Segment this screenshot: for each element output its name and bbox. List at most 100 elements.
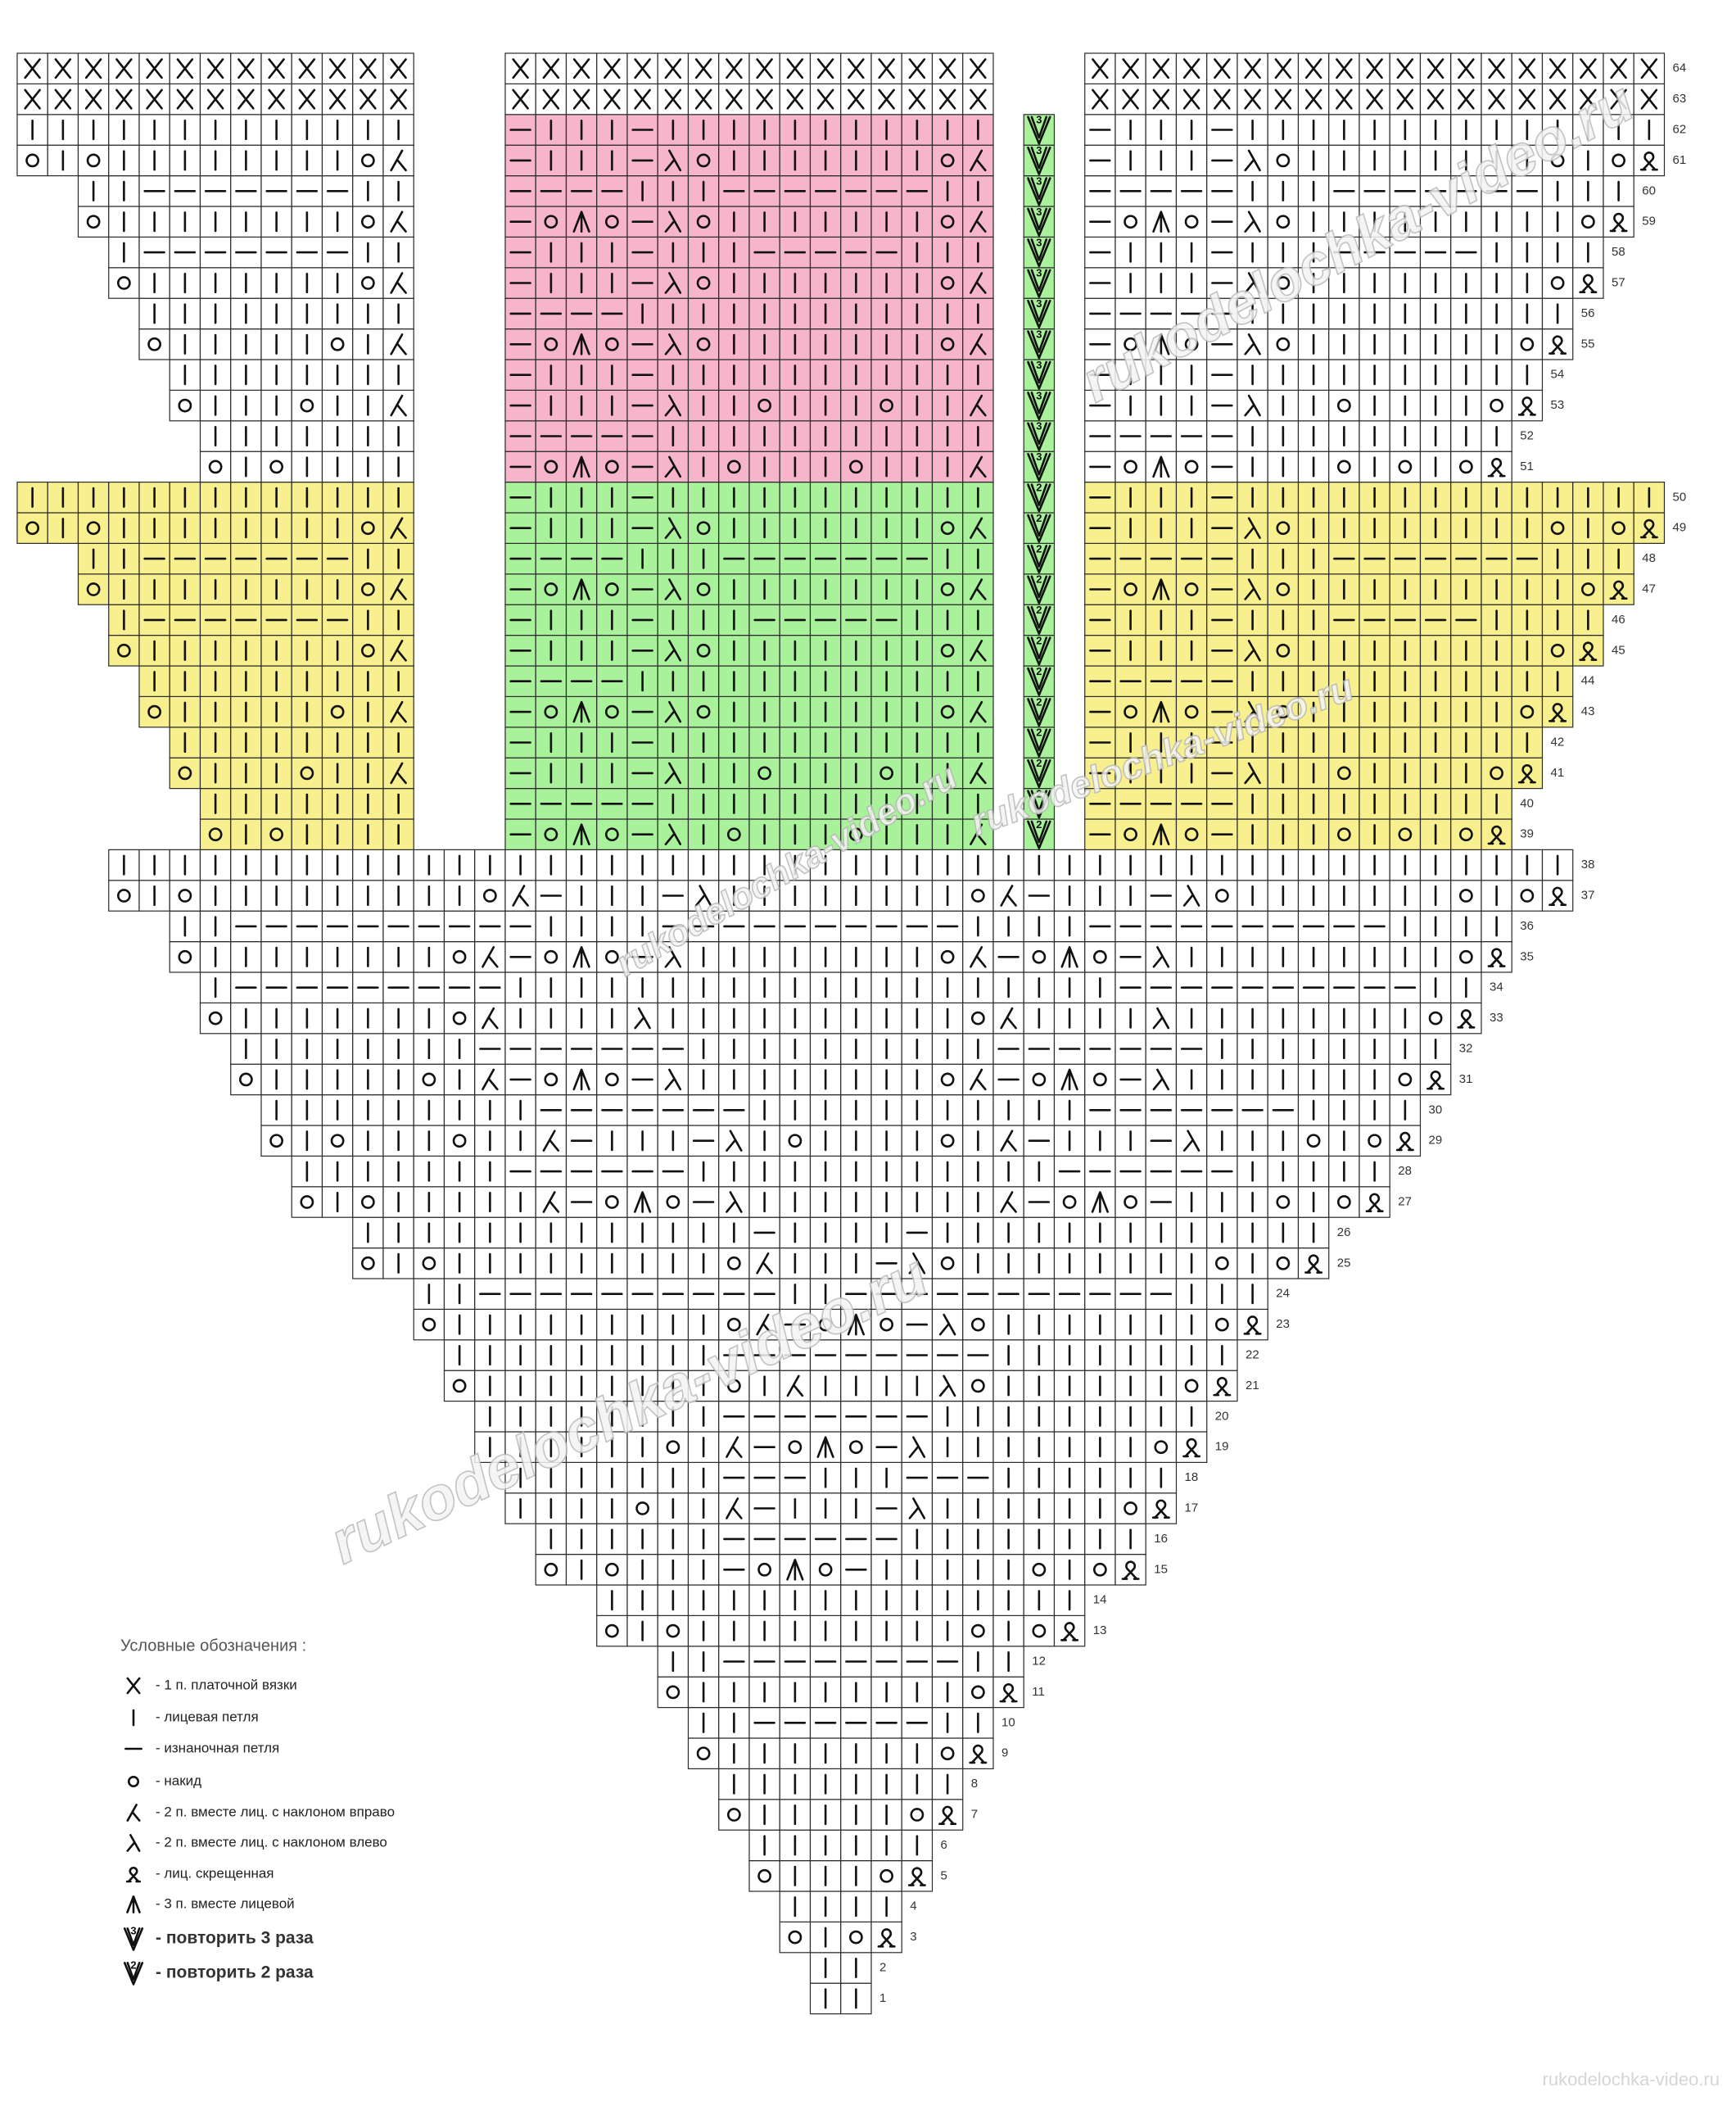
- stitch-cell: [687, 573, 720, 605]
- yarn-over: [1306, 1134, 1321, 1148]
- k2tog-left: [726, 1191, 743, 1213]
- stitch-cell: [413, 1247, 445, 1279]
- row-number: 44: [1581, 674, 1595, 688]
- yarn-over: [1123, 1195, 1138, 1209]
- stitch-cell: [718, 1247, 750, 1279]
- stitch-cell: [931, 1737, 964, 1770]
- stitch-cell: [1359, 1125, 1390, 1157]
- k3tog: [1060, 946, 1078, 968]
- stitch-cell: [1603, 573, 1634, 605]
- row-number: 26: [1337, 1225, 1351, 1239]
- stitch-cell: [962, 880, 994, 912]
- repeat-count: 3: [1036, 267, 1042, 279]
- stitch-cell: [596, 573, 628, 605]
- k2tog-left: [938, 1374, 956, 1397]
- stitch-cell: [657, 1614, 689, 1647]
- stitch-cell: [901, 1860, 934, 1892]
- yarn-over: [1123, 704, 1138, 719]
- stitch-cell: [1053, 1186, 1086, 1218]
- stitch-cell: [962, 1676, 994, 1709]
- stitch-cell: [962, 1614, 994, 1647]
- repeat-count: 2: [1036, 482, 1042, 494]
- k2tog-right: [390, 578, 407, 600]
- yarn-over: [1276, 1195, 1291, 1209]
- stitch-cell: [108, 880, 140, 912]
- repeat-count: 2: [1036, 818, 1042, 831]
- row-number: 22: [1245, 1347, 1259, 1361]
- stitch-cell: [1175, 818, 1208, 851]
- stitch-cell: [596, 818, 628, 851]
- stitch-cell: [1206, 1308, 1238, 1341]
- repeat-twice: [1027, 758, 1051, 789]
- yarn-over: [757, 1868, 772, 1883]
- stitch-cell: [535, 1063, 567, 1096]
- k2tog-right: [786, 1374, 804, 1397]
- stitch-cell: [77, 206, 110, 238]
- yarn-over: [1214, 1256, 1229, 1270]
- yarn-over: [1123, 827, 1138, 842]
- stitch-cell: [260, 1125, 292, 1157]
- stitch-cell: [1267, 1247, 1300, 1279]
- k3tog: [847, 1313, 865, 1336]
- twisted-knit: [1182, 1438, 1201, 1458]
- repeat-twice: [1027, 698, 1051, 727]
- repeat-count: 2: [1036, 727, 1042, 739]
- repeat-count: 2: [1036, 635, 1042, 647]
- yarn-over: [544, 1562, 558, 1577]
- stitch-cell: [260, 818, 292, 851]
- twisted-knit: [999, 1683, 1018, 1703]
- stitch-cell: [1114, 1553, 1146, 1586]
- twisted-knit: [1609, 580, 1628, 600]
- legend-title: Условные обозначения :: [120, 1637, 306, 1655]
- k2tog-right: [512, 885, 529, 907]
- twisted-knit: [1639, 518, 1658, 539]
- stitch-cell: [962, 1370, 994, 1402]
- k2tog-right: [970, 762, 987, 785]
- row-number: 64: [1673, 61, 1687, 75]
- row-number: 25: [1337, 1256, 1351, 1270]
- stitch-cell: [1389, 1125, 1422, 1157]
- repeat-count: 2: [1036, 512, 1042, 524]
- k3tog: [572, 1068, 590, 1091]
- yarn-over: [757, 1562, 772, 1577]
- k2tog-right: [542, 1130, 560, 1152]
- yarn-over: [1062, 1195, 1077, 1209]
- k2tog-left: [1244, 640, 1261, 662]
- legend-text: - лицевая петля: [156, 1709, 259, 1724]
- yarn-over: [238, 1072, 253, 1087]
- stitch-cell: [962, 1737, 994, 1770]
- twisted-knit: [1060, 1622, 1079, 1641]
- k2tog-left: [664, 640, 682, 662]
- stitch-cell: [1328, 757, 1360, 790]
- yarn-over: [970, 1623, 985, 1638]
- stitch-cell: [687, 1737, 720, 1770]
- k2tog-left: [1152, 1007, 1170, 1030]
- k2tog-right: [542, 1191, 560, 1213]
- k2tog-left: [664, 823, 682, 845]
- k2tog-right: [970, 1068, 987, 1091]
- stitch-cell: [108, 634, 140, 667]
- stitch-cell: [1023, 1614, 1056, 1647]
- k2tog-right: [1000, 885, 1017, 907]
- repeat-count: 2: [1036, 542, 1042, 555]
- twisted-knit: [1548, 886, 1567, 907]
- row-number: 48: [1642, 551, 1656, 565]
- k2tog-right: [481, 946, 499, 968]
- row-number: 19: [1215, 1440, 1229, 1454]
- stitch-cell: [321, 1125, 354, 1157]
- stitch-cell: [535, 451, 567, 483]
- row-number: 46: [1612, 613, 1625, 627]
- stitch-cell: [1328, 451, 1360, 483]
- stitch-cell: [596, 1614, 628, 1647]
- stitch-cell: [1572, 267, 1604, 299]
- stitch-cell: [1481, 940, 1512, 973]
- yarn-over: [788, 1440, 802, 1455]
- k2tog-left: [664, 578, 682, 600]
- stitch-cell: [1541, 512, 1574, 545]
- twisted-knit: [1304, 1254, 1323, 1274]
- yarn-over: [116, 643, 131, 658]
- stitch-cell: [1206, 1247, 1238, 1279]
- k2tog-right: [1000, 1007, 1017, 1030]
- stitch-cell: [931, 206, 964, 238]
- twisted-knit: [1426, 1071, 1445, 1090]
